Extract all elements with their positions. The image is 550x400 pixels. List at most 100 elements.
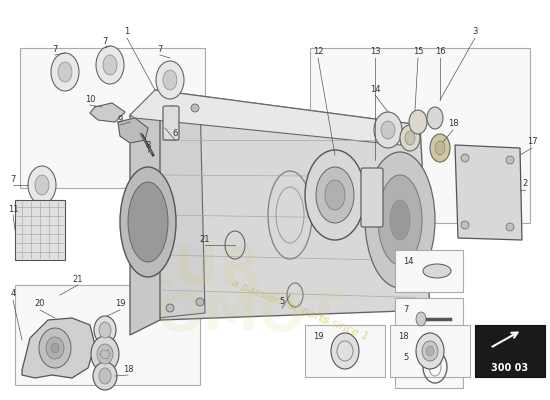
Ellipse shape — [416, 333, 444, 369]
Polygon shape — [130, 90, 420, 145]
Bar — [15, 200, 65, 260]
Ellipse shape — [166, 304, 174, 312]
Ellipse shape — [120, 167, 176, 277]
Text: 19: 19 — [313, 332, 323, 341]
Ellipse shape — [374, 112, 402, 148]
Bar — [390, 325, 470, 377]
Text: 2: 2 — [522, 180, 527, 188]
Text: 14: 14 — [370, 84, 380, 94]
Ellipse shape — [103, 55, 117, 75]
Ellipse shape — [426, 346, 434, 356]
Ellipse shape — [28, 166, 56, 204]
Ellipse shape — [93, 362, 117, 390]
Ellipse shape — [331, 333, 359, 369]
Polygon shape — [22, 318, 95, 378]
Text: 9: 9 — [117, 114, 123, 124]
Text: 21: 21 — [73, 274, 83, 284]
Ellipse shape — [430, 134, 450, 162]
Text: 14: 14 — [403, 257, 414, 266]
Polygon shape — [158, 97, 205, 318]
Ellipse shape — [96, 46, 124, 84]
Ellipse shape — [409, 110, 427, 134]
Text: 16: 16 — [434, 48, 446, 56]
Text: 7: 7 — [157, 44, 163, 54]
Text: 18: 18 — [398, 332, 409, 341]
Text: 5: 5 — [403, 353, 408, 362]
Text: OMOT: OMOT — [156, 288, 344, 342]
Ellipse shape — [191, 104, 199, 112]
Text: 8: 8 — [145, 142, 151, 150]
Text: 4: 4 — [10, 290, 15, 298]
Ellipse shape — [156, 61, 184, 99]
Ellipse shape — [51, 343, 59, 353]
Polygon shape — [118, 118, 148, 143]
Ellipse shape — [316, 167, 354, 223]
Text: 7: 7 — [403, 305, 408, 314]
Polygon shape — [155, 90, 430, 320]
Ellipse shape — [461, 221, 469, 229]
Ellipse shape — [46, 337, 64, 359]
Text: 5: 5 — [279, 298, 285, 306]
Ellipse shape — [422, 341, 438, 361]
Text: 300 03: 300 03 — [492, 363, 529, 373]
Text: 21: 21 — [200, 234, 210, 244]
Bar — [395, 298, 463, 340]
Ellipse shape — [58, 62, 72, 82]
Ellipse shape — [39, 328, 71, 368]
Ellipse shape — [405, 131, 415, 145]
Text: 11: 11 — [8, 204, 18, 214]
Ellipse shape — [416, 312, 426, 326]
Text: 20: 20 — [35, 300, 45, 308]
Text: 3: 3 — [472, 28, 478, 36]
Ellipse shape — [390, 200, 410, 240]
Ellipse shape — [506, 156, 514, 164]
Text: 17: 17 — [527, 138, 537, 146]
Ellipse shape — [365, 152, 435, 288]
Text: 19: 19 — [115, 300, 125, 308]
Bar — [15, 285, 200, 385]
Text: 7: 7 — [102, 38, 108, 46]
Ellipse shape — [381, 121, 395, 139]
Ellipse shape — [168, 106, 176, 114]
Ellipse shape — [461, 154, 469, 162]
Text: 18: 18 — [123, 364, 133, 374]
Text: a passion for parts since 1: a passion for parts since 1 — [230, 278, 370, 342]
Text: 7: 7 — [10, 174, 16, 184]
Ellipse shape — [99, 368, 111, 384]
Ellipse shape — [400, 125, 420, 151]
Ellipse shape — [423, 264, 451, 278]
Bar — [475, 325, 545, 377]
Ellipse shape — [325, 180, 345, 210]
Ellipse shape — [35, 175, 49, 195]
Ellipse shape — [163, 70, 177, 90]
Ellipse shape — [435, 141, 445, 155]
Bar — [395, 250, 463, 292]
Polygon shape — [90, 103, 125, 122]
Bar — [305, 325, 385, 377]
Text: 7: 7 — [52, 44, 58, 54]
Text: 10: 10 — [85, 94, 95, 104]
Bar — [20, 48, 205, 188]
Ellipse shape — [94, 316, 116, 344]
Ellipse shape — [128, 182, 168, 262]
Ellipse shape — [427, 107, 443, 129]
Ellipse shape — [378, 175, 422, 265]
Text: 18: 18 — [448, 120, 458, 128]
Ellipse shape — [506, 223, 514, 231]
FancyBboxPatch shape — [163, 106, 179, 140]
Ellipse shape — [51, 53, 79, 91]
Ellipse shape — [99, 322, 111, 338]
Ellipse shape — [91, 336, 119, 372]
FancyBboxPatch shape — [361, 168, 383, 227]
Text: 6: 6 — [172, 130, 178, 138]
Text: 1: 1 — [124, 28, 130, 36]
Ellipse shape — [97, 344, 113, 364]
Polygon shape — [130, 90, 160, 335]
Text: EUR: EUR — [137, 243, 263, 297]
Bar — [395, 346, 463, 388]
Ellipse shape — [196, 298, 204, 306]
Bar — [310, 48, 530, 223]
Polygon shape — [455, 145, 522, 240]
Text: 13: 13 — [370, 48, 380, 56]
Text: 15: 15 — [412, 48, 424, 56]
